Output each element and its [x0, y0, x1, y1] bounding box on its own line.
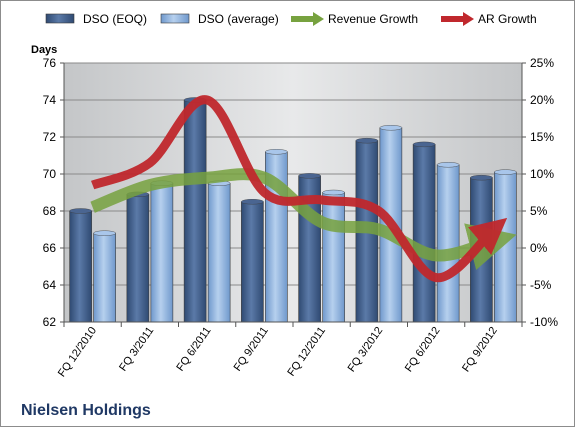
bar-cap: [436, 162, 460, 168]
x-tick-label: FQ 6/2011: [174, 325, 213, 374]
x-tick-label: FQ 6/2012: [403, 325, 443, 374]
y-tick-label-left: 72: [43, 130, 57, 144]
legend-label: DSO (EOQ): [83, 12, 147, 26]
y-ticks-right: -10% -5% 0% 5% 10% 15% 20% 25%: [530, 56, 558, 329]
bar-body: [126, 194, 150, 323]
legend-item: Revenue Growth: [291, 12, 418, 26]
lines-layer: [90, 95, 517, 283]
x-tick-label: FQ 3/2011: [117, 325, 156, 374]
bar-cap: [241, 199, 264, 205]
bar-dso-average: [207, 180, 231, 323]
bar-cap: [93, 230, 116, 236]
bar-cap: [298, 173, 321, 179]
legend: DSO (EOQ) DSO (average) Revenue Growth AR G…: [45, 12, 537, 26]
y-tick-label-right: 15%: [530, 130, 554, 144]
y-tick-label-right: 5%: [530, 204, 548, 218]
x-tick-label: FQ 9/2012: [460, 325, 500, 374]
legend-item: DSO (average): [160, 12, 279, 26]
bar-body: [150, 182, 174, 323]
bar-cap: [494, 169, 517, 175]
x-ticks: FQ 12/2010 FQ 3/2011 FQ 6/2011 FQ 9/2011 FQ …: [56, 325, 500, 379]
y-tick-label-right: 20%: [530, 93, 554, 107]
bar-body: [494, 171, 517, 323]
bar-dso-average: [93, 230, 116, 323]
chart-title: Nielsen Holdings: [21, 402, 151, 419]
bar-dso-eoq: [69, 208, 92, 323]
y-tick-label-right: 25%: [530, 56, 554, 70]
bar-body: [207, 182, 231, 323]
bar-dso-average: [436, 162, 460, 323]
y-tick-label-left: 70: [43, 167, 57, 181]
bar-body: [93, 232, 116, 323]
y-tick-label-right: 10%: [530, 167, 554, 181]
legend-item: AR Growth: [441, 12, 537, 26]
x-tick-label: FQ 12/2011: [285, 325, 328, 379]
bar-dso-average: [322, 189, 345, 323]
y-tick-label-left: 74: [43, 93, 57, 107]
bar-body: [183, 99, 207, 323]
x-tick-label: FQ 12/2010: [56, 325, 99, 379]
bar-body: [69, 210, 92, 323]
y-tick-label-left: 76: [43, 56, 57, 70]
y-tick-label-left: 62: [43, 315, 57, 329]
bar-body: [322, 192, 345, 323]
bar-dso-average: [150, 180, 174, 323]
bar-dso-eoq: [126, 191, 150, 323]
bar-cap: [322, 189, 345, 196]
y-tick-label-left: 66: [43, 241, 57, 255]
series-line-ar-growth: [91, 95, 508, 283]
bar-dso-average: [494, 169, 517, 323]
y-tick-label-left: 68: [43, 204, 57, 218]
bar-cap: [379, 125, 403, 131]
bar-body: [241, 201, 264, 323]
legend-label: Revenue Growth: [328, 12, 418, 26]
bar-dso-eoq: [241, 199, 264, 323]
y-tick-label-right: -5%: [530, 278, 552, 292]
bar-cap: [412, 141, 436, 148]
y-ticks-left: 62 64 66 68 70 72 74 76: [43, 56, 57, 329]
x-tick-label: FQ 9/2011: [232, 325, 271, 374]
y-tick-label-right: -10%: [530, 315, 558, 329]
legend-label: AR Growth: [478, 12, 537, 26]
legend-swatch: [45, 13, 75, 24]
bar-cap: [69, 208, 92, 214]
legend-swatch: [160, 13, 190, 24]
bar-dso-eoq: [412, 141, 436, 323]
legend-item: DSO (EOQ): [45, 12, 147, 26]
bar-body: [412, 144, 436, 323]
y-tick-label-left: 64: [43, 278, 57, 292]
x-tick-label: FQ 3/2012: [346, 325, 386, 374]
y-axis-label-left: Days: [31, 44, 57, 56]
axes-layer: [60, 62, 526, 327]
legend-label: DSO (average): [198, 12, 279, 26]
bar-cap: [355, 137, 379, 144]
legend-arrow-icon: [313, 12, 324, 26]
bar-body: [436, 164, 460, 323]
bar-cap: [470, 174, 493, 181]
bar-cap: [265, 149, 288, 155]
legend-arrow-icon: [463, 12, 474, 26]
y-tick-label-right: 0%: [530, 241, 548, 255]
bar-dso-eoq: [183, 97, 207, 323]
